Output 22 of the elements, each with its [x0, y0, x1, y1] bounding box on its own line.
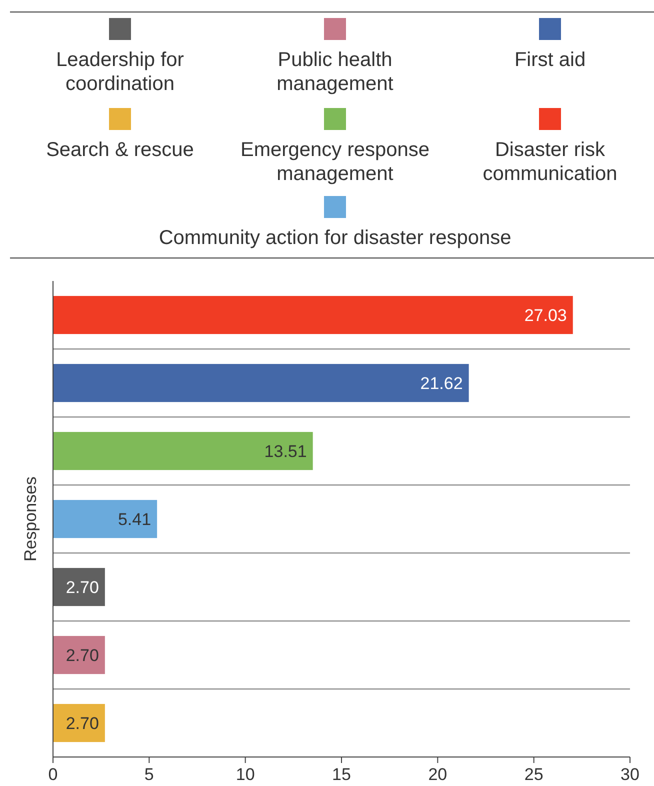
x-tick-label: 5 — [144, 765, 154, 784]
legend-label: Emergency response management — [240, 139, 430, 185]
legend-label: Public health management — [276, 49, 394, 95]
x-tick-label: 15 — [332, 765, 351, 784]
legend-label: Leadership for coordination — [56, 49, 184, 95]
x-tick-label: 10 — [236, 765, 255, 784]
data-label: 13.51 — [264, 442, 307, 461]
data-label: 21.62 — [420, 374, 463, 393]
x-tick-label: 20 — [428, 765, 448, 784]
y-axis-title: Responses — [21, 476, 40, 562]
x-tick-label: 0 — [48, 765, 58, 784]
legend-label: Search & rescue — [46, 139, 194, 161]
legend-label: Disaster risk communication — [482, 139, 618, 185]
legend-label: First aid — [514, 49, 586, 71]
data-label: 2.70 — [66, 646, 99, 665]
legend-label: Community action for disaster response — [158, 227, 512, 249]
x-tick-label: 25 — [524, 765, 544, 784]
data-label: 2.70 — [66, 578, 99, 597]
x-tick-label: 30 — [620, 765, 640, 784]
data-label: 2.70 — [66, 714, 99, 733]
data-label: 5.41 — [118, 510, 152, 529]
data-label: 27.03 — [524, 306, 567, 325]
